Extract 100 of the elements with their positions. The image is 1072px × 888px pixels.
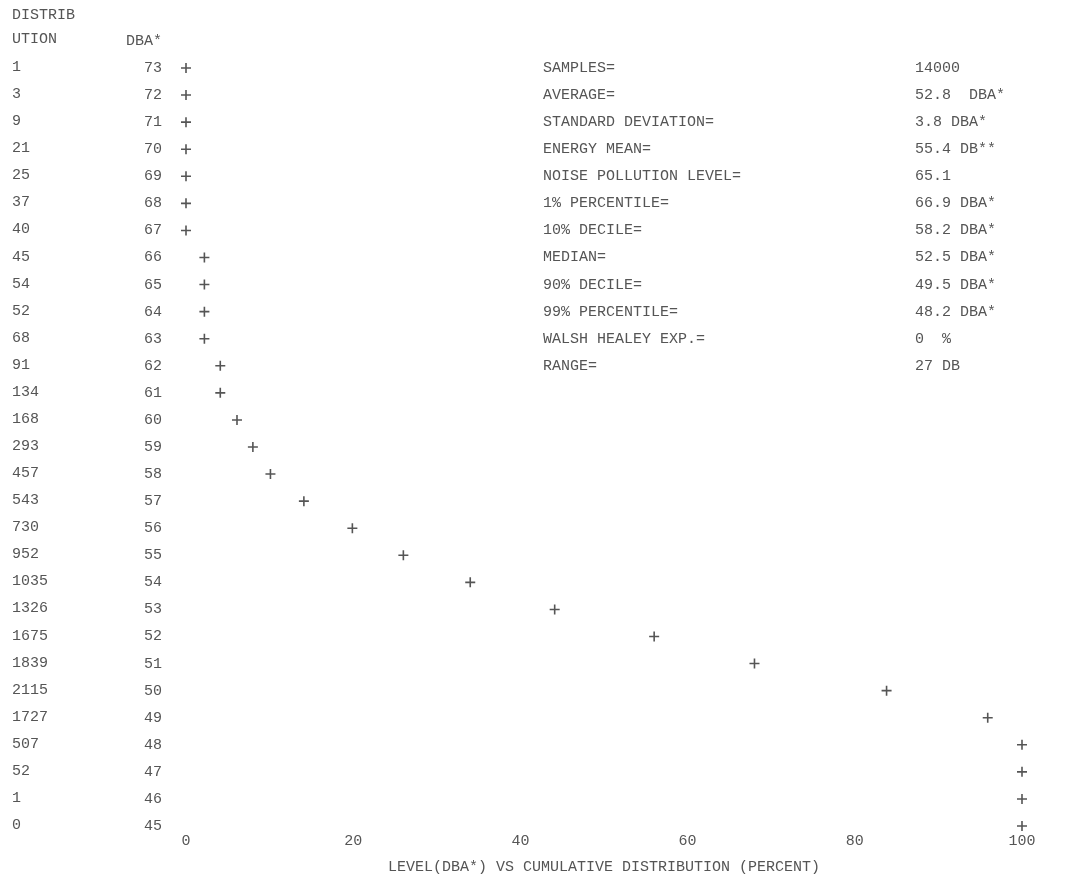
y-tick-label: 62	[143, 357, 162, 375]
annotation: SAMPLES=	[543, 59, 616, 77]
annotation: 55.4 DB**	[915, 141, 997, 159]
point	[346, 522, 359, 535]
text: 134	[12, 383, 40, 402]
y-tick-label: 60	[143, 411, 162, 429]
y-tick-label: 73	[143, 59, 162, 77]
annotation: 99% PERCENTILE=	[543, 303, 679, 321]
annotation: AVERAGE=	[543, 87, 616, 105]
text: 1727	[12, 708, 49, 727]
annotation: 10% DECILE=	[543, 222, 643, 240]
text: 2115	[12, 681, 49, 700]
point	[397, 549, 410, 562]
text: 1675	[12, 627, 49, 646]
point	[180, 116, 192, 128]
annotation: 1% PERCENTILE=	[543, 195, 670, 213]
x-tick-label: 60	[678, 832, 697, 850]
y-tick-label: 54	[143, 574, 162, 592]
point	[1016, 793, 1028, 805]
text: 25	[12, 167, 31, 186]
x-tick-label: 100	[1008, 832, 1036, 850]
y-tick-label: 58	[143, 466, 162, 484]
y-tick-label: 70	[143, 141, 162, 159]
annotation: 0 %	[915, 330, 952, 348]
text: 52	[12, 302, 31, 321]
y-tick-label: 53	[143, 601, 162, 619]
annotation: 52.5 DBA*	[915, 249, 997, 267]
text: 68	[12, 329, 31, 348]
y-tick-label: 51	[143, 655, 162, 673]
y-tick-label: 47	[143, 763, 162, 781]
text: 952	[12, 546, 40, 565]
text: 1	[12, 789, 22, 808]
point	[247, 441, 259, 453]
y-tick-label: 69	[143, 168, 162, 186]
annotation: RANGE=	[543, 357, 598, 375]
point	[1016, 738, 1028, 751]
y-tick-label: 46	[143, 790, 162, 808]
y-tick-label: 66	[143, 249, 162, 267]
point	[548, 603, 561, 616]
point	[1016, 820, 1028, 832]
point	[180, 197, 192, 210]
point	[180, 170, 192, 183]
annotation: 14000	[915, 59, 961, 77]
y-tick-label: 61	[143, 384, 162, 402]
point	[264, 468, 277, 480]
annotation: 58.2 DBA*	[915, 222, 997, 240]
y-tick-label: 52	[143, 628, 162, 646]
y-tick-label: 64	[143, 303, 162, 321]
point	[198, 278, 211, 291]
point	[198, 305, 211, 318]
point	[180, 89, 192, 101]
text: 21	[12, 140, 31, 159]
annotation: ENERGY MEAN=	[543, 141, 652, 159]
annotation: 48.2 DBA*	[915, 303, 997, 321]
text: DISTRIBUTION	[12, 6, 76, 50]
x-axis-title: LEVEL(DBA*) VS CUMULATIVE DISTRIBUTION (PERCENT)	[387, 858, 821, 876]
y-tick-label: 55	[143, 547, 162, 565]
y-tick-label: 68	[143, 195, 162, 213]
x-tick-label: 80	[845, 832, 864, 850]
text: 0	[12, 817, 22, 835]
text: 293	[12, 438, 40, 456]
y-tick-label: 57	[143, 493, 162, 511]
point	[231, 414, 243, 426]
y-tick-label: 45	[143, 817, 162, 835]
annotation: WALSH HEALEY EXP.=	[543, 330, 706, 348]
annotation: 27 DB	[915, 357, 961, 375]
y-tick-label: 65	[143, 276, 162, 294]
y-tick-label: 50	[143, 682, 162, 700]
y-tick-label: 71	[143, 114, 162, 132]
text: 168	[12, 410, 40, 429]
x-tick-label: 20	[344, 832, 363, 850]
point	[198, 332, 211, 345]
y-tick-label: 56	[143, 520, 162, 538]
point	[180, 62, 192, 74]
annotation: STANDARD DEVIATION=	[543, 114, 715, 132]
text: 3	[12, 86, 22, 105]
text: 91	[12, 356, 31, 375]
point	[464, 576, 477, 589]
point	[1016, 766, 1028, 778]
annotation: 65.1	[915, 168, 952, 186]
x-tick-label: 40	[511, 832, 530, 850]
point	[298, 495, 310, 507]
text: 507	[12, 735, 40, 754]
point	[198, 251, 211, 264]
y-tick-label: 59	[143, 438, 162, 456]
annotation: 49.5 DBA*	[915, 276, 997, 294]
point	[180, 224, 192, 237]
text: 54	[12, 275, 31, 294]
point	[214, 387, 227, 399]
annotation: NOISE POLLUTION LEVEL=	[543, 168, 742, 186]
y-tick-label: 72	[143, 87, 162, 105]
y-tick-label: 48	[143, 736, 162, 754]
text: 1839	[12, 654, 49, 673]
text: 1	[12, 59, 22, 77]
annotation: 3.8 DBA*	[915, 114, 988, 132]
annotation: 66.9 DBA*	[915, 195, 997, 213]
annotation: 90% DECILE=	[543, 276, 643, 294]
text: 1326	[12, 600, 49, 619]
point	[981, 711, 994, 724]
text: 9	[12, 113, 22, 132]
